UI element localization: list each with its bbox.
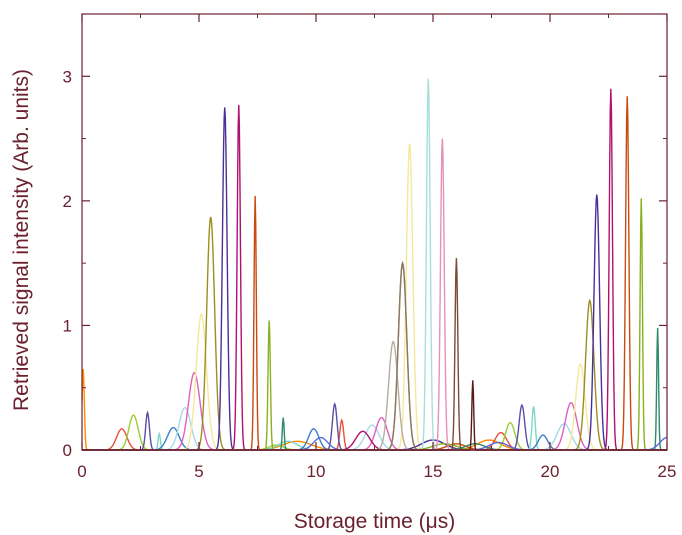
y-tick-label: 1 [63, 316, 72, 335]
series-line-8 [82, 373, 667, 450]
x-tick-label: 25 [658, 462, 677, 481]
plot-frame [82, 14, 667, 450]
axis-ticks: 0 5 10 15 20 25 0 1 2 3 [63, 14, 677, 481]
x-tick-label: 10 [307, 462, 326, 481]
series-line-14 [82, 198, 667, 450]
y-tick-label: 2 [63, 192, 72, 211]
series-line-20 [82, 139, 667, 450]
series-line-9 [82, 144, 667, 450]
series-line-12 [82, 89, 667, 450]
series-line-22 [82, 380, 667, 450]
series-line-21 [82, 258, 667, 450]
x-tick-label: 15 [424, 462, 443, 481]
series-line-19 [82, 79, 667, 450]
x-tick-label: 5 [194, 462, 203, 481]
x-tick-label: 0 [77, 462, 86, 481]
series-line-13 [82, 96, 667, 450]
series-line-11 [82, 107, 667, 450]
y-axis-title: Retrieved signal intensity (Arb. units) [10, 69, 33, 411]
x-axis-title: Storage time (μs) [294, 510, 455, 533]
series-line-1 [82, 369, 667, 450]
chart-series-group [82, 79, 667, 450]
y-tick-label: 3 [63, 67, 72, 86]
series-line-18 [82, 263, 667, 450]
y-tick-label: 0 [63, 441, 72, 460]
series-line-10 [82, 217, 667, 450]
x-tick-label: 20 [541, 462, 560, 481]
